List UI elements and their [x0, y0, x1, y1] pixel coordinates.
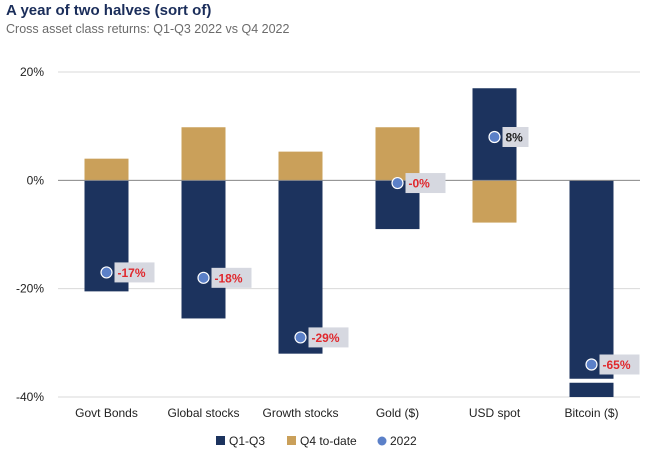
data-label-box	[114, 262, 155, 283]
legend-swatch-q4	[287, 436, 296, 445]
point-2022	[391, 176, 404, 190]
legend-label: 2022	[390, 434, 417, 448]
legend-marker-2022	[377, 436, 387, 446]
legend-label: Q1-Q3	[229, 434, 265, 448]
bar-q4	[375, 127, 420, 181]
gridlines	[58, 71, 640, 398]
point-2022	[585, 358, 598, 371]
data-label: -0%	[409, 177, 431, 191]
x-tick-label: Growth stocks	[262, 406, 338, 420]
y-tick-label: 20%	[20, 65, 44, 79]
y-tick-label: 0%	[27, 173, 45, 187]
axis-break	[568, 378, 615, 383]
bar-q1q3	[278, 180, 323, 354]
bar-q4	[84, 158, 129, 181]
y-tick-label: -40%	[16, 390, 44, 404]
x-tick-label: Bitcoin ($)	[564, 406, 618, 420]
chart-subtitle: Cross asset class returns: Q1-Q3 2022 vs…	[6, 22, 290, 36]
legend: Q1-Q3 Q4 to-date 2022	[216, 434, 417, 448]
point-2022	[294, 331, 307, 344]
data-label-box	[308, 327, 349, 348]
bar-q4	[278, 151, 323, 181]
bars	[84, 88, 615, 397]
data-label: -18%	[215, 271, 243, 285]
x-tick-label: Global stocks	[167, 406, 239, 420]
data-label-box	[599, 354, 640, 375]
point-2022	[488, 130, 501, 144]
data-label-box	[211, 267, 252, 288]
legend-swatch-q1q3	[216, 436, 225, 445]
data-label: -29%	[312, 331, 340, 345]
bar-q4	[181, 127, 226, 181]
x-tick-label: Gold ($)	[376, 406, 419, 420]
y-tick-label: -20%	[16, 282, 44, 296]
markers: -17% -18% -29% -0% 8% -65%	[100, 127, 640, 375]
data-label: -65%	[603, 358, 631, 372]
bar-q4	[472, 180, 517, 223]
y-axis: 20% 0% -20% -40%	[16, 65, 44, 404]
data-label-box	[502, 127, 529, 147]
x-tick-label: Govt Bonds	[75, 406, 138, 420]
point-2022	[100, 266, 113, 279]
data-label: -17%	[118, 266, 146, 280]
data-label-box	[405, 173, 446, 194]
point-2022	[197, 271, 210, 284]
bar-q1q3	[181, 180, 226, 319]
data-label: 8%	[506, 131, 524, 145]
x-axis: Govt Bonds Global stocks Growth stocks Gold…	[75, 406, 618, 420]
legend-label: Q4 to-date	[300, 434, 357, 448]
x-tick-label: USD spot	[469, 406, 521, 420]
chart-title: A year of two halves (sort of)	[6, 2, 212, 19]
